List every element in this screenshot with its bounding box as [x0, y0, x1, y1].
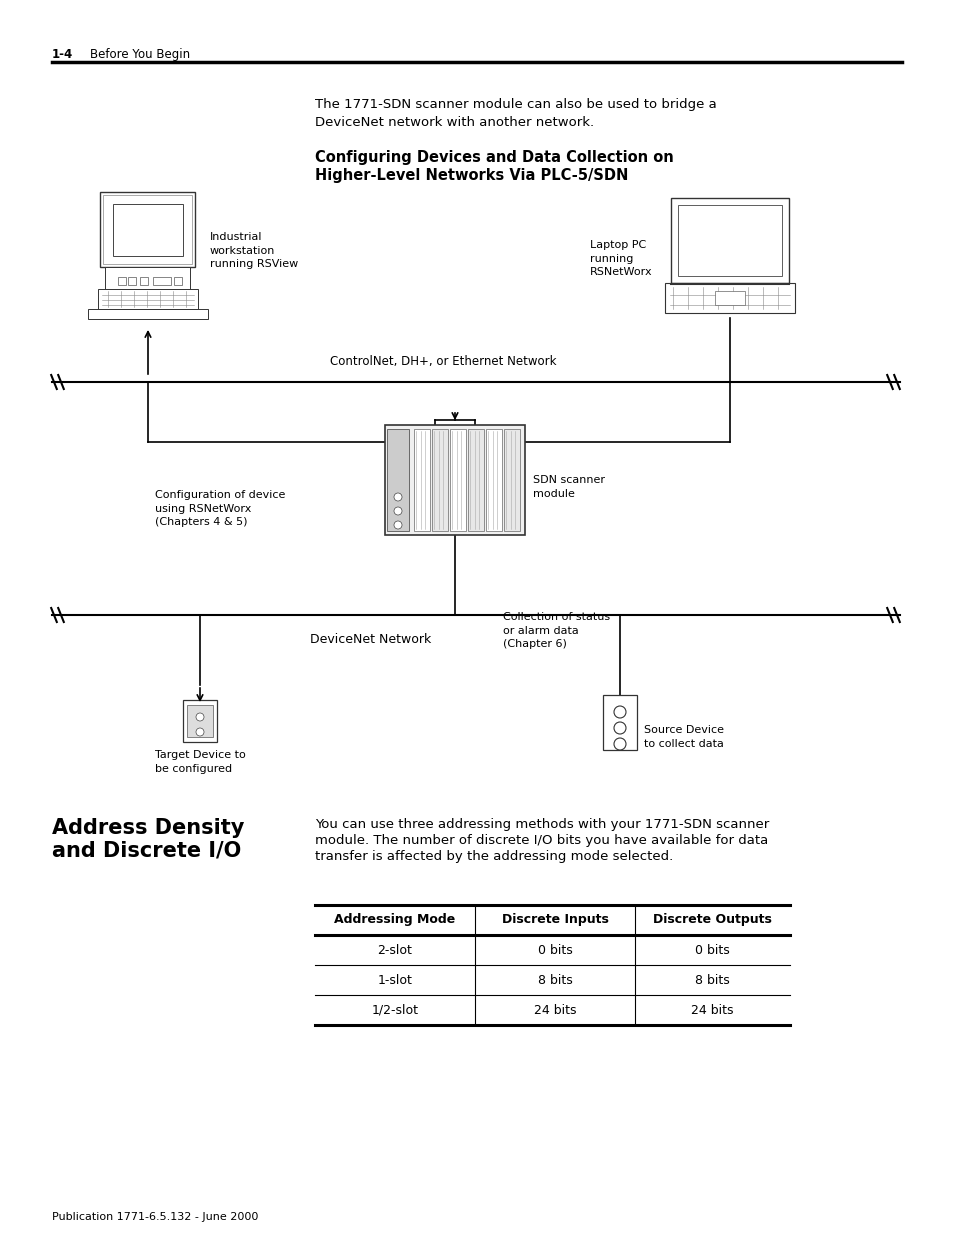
Bar [432, 429, 448, 531]
Text: 24 bits: 24 bits [691, 1004, 733, 1016]
Bar [128, 277, 136, 285]
Text: Higher-Level Networks Via PLC-5/SDN: Higher-Level Networks Via PLC-5/SDN [314, 168, 628, 183]
Bar [106, 267, 191, 289]
Text: DeviceNet network with another network.: DeviceNet network with another network. [314, 116, 594, 128]
Bar [98, 289, 198, 309]
Text: Laptop PC
running
RSNetWorx: Laptop PC running RSNetWorx [589, 240, 652, 277]
Text: transfer is affected by the addressing mode selected.: transfer is affected by the addressing m… [314, 850, 673, 863]
Bar [714, 291, 744, 305]
Text: 0 bits: 0 bits [537, 944, 572, 956]
Bar [670, 198, 788, 283]
Text: The 1771-SDN scanner module can also be used to bridge a: The 1771-SDN scanner module can also be … [314, 98, 716, 111]
Text: 0 bits: 0 bits [695, 944, 729, 956]
Text: 8 bits: 8 bits [695, 973, 729, 987]
Text: ControlNet, DH+, or Ethernet Network: ControlNet, DH+, or Ethernet Network [330, 354, 556, 368]
Text: 8 bits: 8 bits [537, 973, 572, 987]
Circle shape [195, 727, 204, 736]
Text: Addressing Mode: Addressing Mode [334, 914, 456, 926]
Bar [187, 705, 213, 737]
Text: Before You Begin: Before You Begin [90, 48, 190, 61]
Circle shape [394, 521, 401, 529]
Bar [468, 429, 483, 531]
Text: Industrial
workstation
running RSView: Industrial workstation running RSView [210, 232, 298, 269]
Bar [385, 425, 524, 535]
Text: Configuration of device
using RSNetWorx
(Chapters 4 & 5): Configuration of device using RSNetWorx … [154, 490, 285, 527]
Circle shape [394, 493, 401, 501]
Text: SDN scanner
module: SDN scanner module [533, 475, 604, 499]
Bar [100, 191, 195, 267]
Bar [503, 429, 519, 531]
Text: 1-4: 1-4 [52, 48, 73, 61]
Bar [88, 309, 208, 319]
Bar [140, 277, 148, 285]
Bar [183, 700, 216, 742]
Text: 1/2-slot: 1/2-slot [371, 1004, 418, 1016]
Text: 2-slot: 2-slot [377, 944, 412, 956]
Circle shape [195, 713, 204, 721]
Bar [678, 205, 781, 275]
Bar [173, 277, 182, 285]
Text: Collection of status
or alarm data
(Chapter 6): Collection of status or alarm data (Chap… [502, 613, 610, 650]
Text: You can use three addressing methods with your 1771-SDN scanner: You can use three addressing methods wit… [314, 818, 768, 831]
Bar [152, 277, 171, 285]
Bar [664, 283, 794, 312]
Text: Address Density: Address Density [52, 818, 244, 839]
Bar [103, 195, 193, 264]
Text: Source Device
to collect data: Source Device to collect data [643, 725, 723, 748]
Text: module. The number of discrete I/O bits you have available for data: module. The number of discrete I/O bits … [314, 834, 767, 847]
Bar [118, 277, 126, 285]
Circle shape [394, 508, 401, 515]
Bar [414, 429, 430, 531]
Bar [387, 429, 409, 531]
Text: DeviceNet Network: DeviceNet Network [310, 634, 431, 646]
Text: Publication 1771-6.5.132 - June 2000: Publication 1771-6.5.132 - June 2000 [52, 1212, 258, 1221]
Bar [143, 268, 152, 278]
Bar [485, 429, 501, 531]
Text: Discrete Inputs: Discrete Inputs [501, 914, 608, 926]
Text: Target Device to
be configured: Target Device to be configured [154, 750, 246, 773]
Bar [112, 204, 183, 256]
Bar [450, 429, 465, 531]
Text: Discrete Outputs: Discrete Outputs [653, 914, 771, 926]
Text: 1-slot: 1-slot [377, 973, 412, 987]
Bar [602, 695, 637, 750]
Text: Configuring Devices and Data Collection on: Configuring Devices and Data Collection … [314, 149, 673, 165]
Circle shape [614, 722, 625, 734]
Circle shape [614, 739, 625, 750]
Text: 24 bits: 24 bits [533, 1004, 576, 1016]
Text: and Discrete I/O: and Discrete I/O [52, 840, 241, 860]
Circle shape [614, 706, 625, 718]
